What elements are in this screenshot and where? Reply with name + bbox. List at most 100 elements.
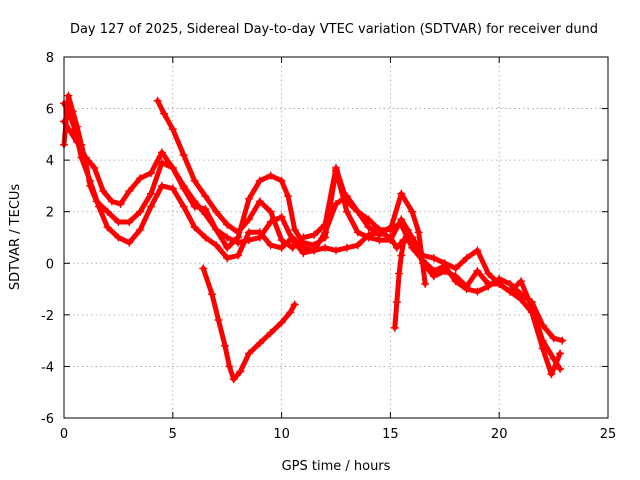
x-tick-label: 5 (169, 427, 177, 442)
data-point (70, 125, 79, 134)
data-point (395, 269, 404, 278)
x-tick-label: 25 (600, 427, 617, 442)
data-point (399, 238, 408, 247)
data-point (214, 316, 223, 324)
data-point (451, 264, 460, 273)
series-layer (60, 91, 567, 384)
data-point (234, 251, 243, 260)
data-point (332, 163, 340, 172)
data-point (375, 230, 384, 239)
data-point (451, 277, 460, 286)
series-line (392, 227, 411, 331)
data-point (212, 225, 221, 234)
series-trace-d (60, 117, 567, 345)
data-point (190, 197, 199, 206)
data-point (527, 298, 536, 306)
data-point (266, 207, 275, 216)
data-point (556, 349, 565, 358)
data-point (107, 197, 116, 206)
data-point (397, 251, 406, 260)
data-point (212, 241, 221, 250)
data-point (90, 163, 99, 172)
data-point (125, 218, 134, 226)
data-point (342, 243, 351, 252)
y-tick-label: -6 (41, 412, 54, 427)
data-point (223, 254, 232, 263)
data-point (266, 171, 275, 180)
data-point (538, 344, 547, 353)
data-point (277, 212, 286, 221)
data-point (506, 287, 515, 296)
data-point (201, 210, 210, 219)
data-point (208, 290, 216, 299)
y-tick-label: 0 (46, 257, 54, 272)
data-point (147, 189, 155, 198)
x-tick-label: 10 (273, 427, 290, 442)
y-tick-label: 2 (46, 206, 54, 221)
data-point (223, 233, 232, 242)
data-point (386, 233, 395, 242)
data-point (353, 228, 362, 237)
data-point (286, 308, 295, 317)
data-point (199, 264, 208, 273)
data-point (288, 236, 297, 245)
data-point (549, 334, 558, 343)
data-point (310, 230, 319, 239)
data-point (245, 236, 253, 245)
data-point (277, 176, 286, 185)
x-axis-label: GPS time / hours (282, 459, 391, 474)
series-line (155, 98, 428, 287)
data-point (390, 323, 399, 332)
data-point (484, 269, 493, 278)
data-point (157, 181, 166, 190)
data-point (136, 207, 145, 216)
data-point (408, 207, 417, 216)
data-point (392, 243, 401, 252)
data-point (495, 274, 504, 283)
data-point (99, 187, 108, 196)
data-point (288, 243, 297, 252)
data-point (321, 228, 330, 237)
data-point (284, 192, 293, 201)
data-point (277, 236, 286, 245)
data-point (212, 207, 221, 216)
data-point (517, 277, 525, 286)
x-tick-label: 15 (382, 427, 399, 442)
data-point (538, 321, 547, 330)
data-point (86, 176, 95, 185)
data-point (64, 91, 73, 100)
data-point (81, 153, 90, 162)
plot-frame (63, 56, 609, 419)
data-point (332, 200, 340, 208)
data-point (342, 207, 351, 216)
data-point (245, 194, 253, 203)
data-point (255, 176, 264, 185)
data-point (299, 249, 308, 257)
series-trace-b (60, 99, 565, 379)
data-point (364, 223, 373, 232)
data-point (136, 174, 145, 183)
y-tick-label: 4 (46, 154, 54, 169)
data-point (190, 223, 199, 232)
data-point (190, 176, 199, 185)
data-point (462, 285, 471, 294)
y-tick-label: 8 (46, 51, 54, 66)
y-axis-label: SDTVAR / TECUs (8, 184, 23, 291)
data-point (153, 96, 162, 105)
data-point (147, 202, 155, 211)
data-point (179, 151, 188, 159)
data-point (168, 163, 177, 172)
data-point (403, 225, 412, 234)
data-point (277, 318, 286, 327)
data-point (429, 267, 438, 275)
data-point (245, 349, 253, 358)
data-point (419, 256, 427, 265)
data-point (114, 233, 123, 242)
data-point (332, 246, 340, 255)
data-point (103, 207, 112, 216)
data-point (66, 127, 75, 136)
data-point (255, 233, 264, 242)
data-point (386, 223, 395, 232)
y-tick-label: 6 (46, 103, 54, 118)
